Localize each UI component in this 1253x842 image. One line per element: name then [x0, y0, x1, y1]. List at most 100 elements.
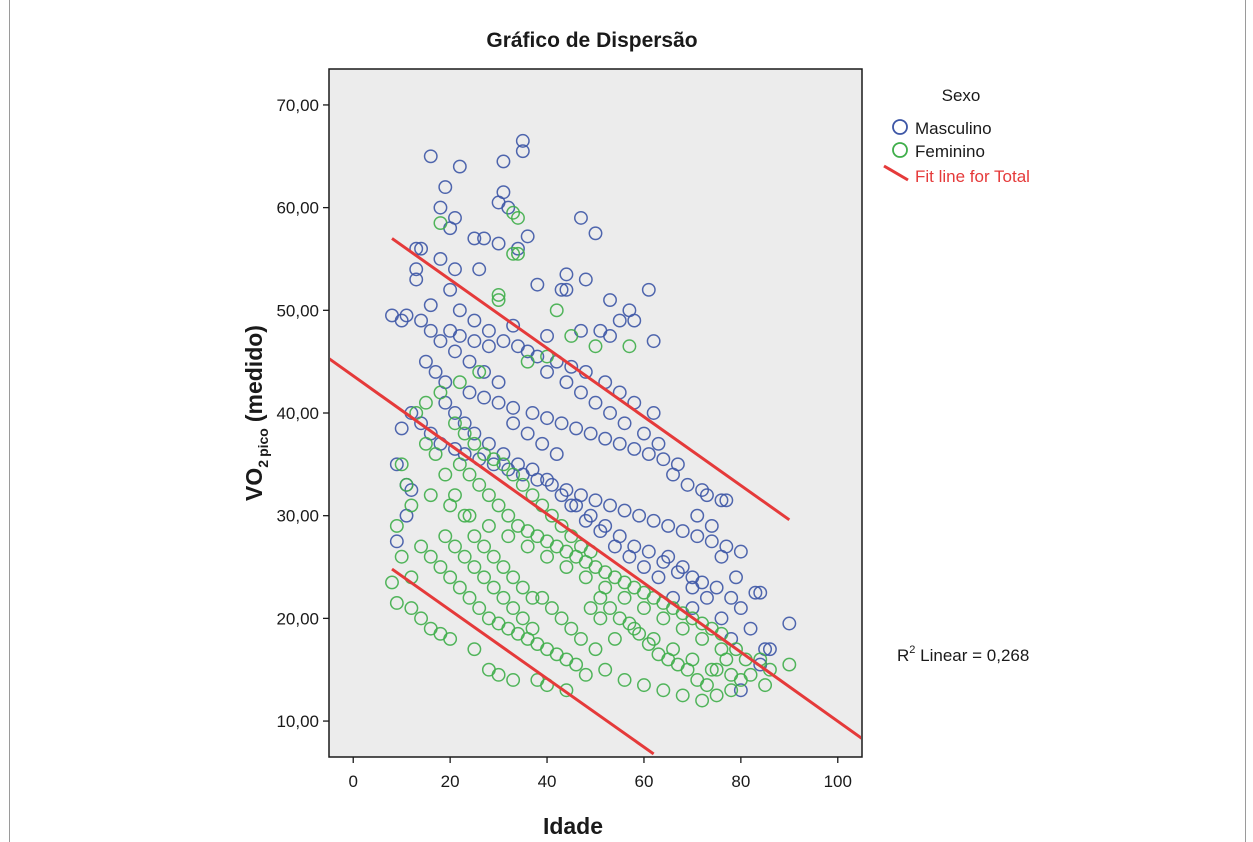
point-masculino — [394, 421, 409, 436]
y-axis-label-rest: (medido) — [241, 325, 267, 422]
point-feminino — [438, 467, 453, 482]
point-feminino — [457, 508, 472, 523]
point-masculino — [520, 426, 535, 441]
point-feminino — [588, 642, 603, 657]
point-feminino — [578, 570, 593, 585]
point-masculino — [472, 262, 487, 277]
point-feminino — [627, 621, 642, 636]
point-masculino — [559, 375, 574, 390]
r-squared-sup: 2 — [909, 644, 915, 656]
point-feminino — [554, 611, 569, 626]
point-masculino — [486, 457, 501, 472]
point-masculino — [428, 364, 443, 379]
point-masculino — [685, 580, 700, 595]
point-masculino — [554, 282, 569, 297]
point-masculino — [418, 354, 433, 369]
point-masculino — [612, 436, 627, 451]
point-masculino — [578, 513, 593, 528]
point-feminino — [423, 549, 438, 564]
point-feminino — [525, 488, 540, 503]
point-masculino — [438, 180, 453, 195]
point-feminino — [544, 601, 559, 616]
point-feminino — [646, 631, 661, 646]
point-feminino — [535, 590, 550, 605]
point-masculino — [733, 601, 748, 616]
point-masculino — [690, 508, 705, 523]
point-feminino — [428, 447, 443, 462]
point-masculino — [452, 303, 467, 318]
point-masculino — [525, 406, 540, 420]
point-masculino — [695, 483, 710, 497]
point-feminino — [433, 216, 448, 230]
point-feminino — [501, 529, 516, 544]
point-feminino — [462, 590, 477, 605]
point-masculino — [762, 642, 777, 657]
point-feminino — [477, 539, 492, 554]
y-tick-label: 30,00 — [276, 507, 319, 526]
r-squared-text: Linear = 0,268 — [915, 646, 1029, 665]
point-masculino — [646, 334, 661, 349]
point-masculino — [462, 354, 477, 369]
point-masculino — [433, 252, 448, 266]
point-masculino — [651, 436, 666, 451]
point-masculino — [627, 441, 642, 456]
point-feminino — [520, 354, 535, 369]
point-masculino — [544, 477, 559, 492]
chart-title: Gráfico de Dispersão — [486, 29, 697, 52]
point-feminino — [423, 488, 438, 503]
point-feminino — [399, 477, 414, 492]
y-axis-label-sub2: pico — [255, 428, 271, 457]
point-masculino — [603, 293, 617, 307]
point-feminino — [443, 631, 458, 646]
point-masculino — [637, 560, 651, 574]
y-axis-label-main: VO — [241, 468, 267, 501]
point-masculino — [477, 231, 492, 246]
legend-label-fit-line: Fit line for Total — [915, 167, 1030, 186]
point-masculino — [452, 159, 467, 174]
point-feminino — [549, 303, 564, 318]
point-feminino — [438, 529, 453, 544]
point-feminino — [506, 246, 521, 261]
x-axis: 0 20 40 60 80 100 — [348, 757, 852, 791]
point-feminino — [501, 508, 516, 523]
point-masculino — [782, 616, 797, 631]
point-feminino — [448, 539, 462, 554]
point-masculino — [496, 154, 511, 169]
point-masculino — [574, 210, 588, 225]
fit-lines — [330, 237, 861, 756]
point-masculino — [729, 570, 743, 585]
point-masculino — [675, 524, 690, 539]
point-masculino — [564, 359, 579, 374]
scatter-chart: Gráfico de Dispersão 10,00 20,00 30,00 40,0… — [241, 29, 1030, 839]
point-masculino — [733, 544, 748, 559]
point-feminino — [544, 508, 559, 523]
point-masculino — [515, 133, 530, 148]
point-feminino — [525, 590, 540, 605]
point-feminino — [404, 601, 419, 616]
point-masculino — [714, 493, 729, 508]
point-masculino — [704, 519, 719, 533]
point-feminino — [511, 246, 525, 261]
point-feminino — [477, 570, 492, 585]
point-feminino — [506, 601, 521, 616]
point-feminino — [515, 477, 530, 492]
point-feminino — [569, 657, 584, 672]
plot-area — [328, 68, 863, 758]
point-masculino — [491, 375, 506, 390]
point-feminino — [515, 611, 530, 626]
x-tick-label: 80 — [731, 772, 750, 791]
point-masculino — [699, 488, 714, 503]
point-masculino — [690, 529, 705, 544]
point-feminino — [472, 364, 487, 379]
point-masculino — [646, 406, 661, 420]
point-masculino — [520, 229, 535, 244]
point-feminino — [515, 580, 530, 595]
point-feminino — [414, 539, 429, 554]
point-masculino — [540, 472, 554, 487]
point-feminino — [506, 467, 521, 482]
point-feminino — [472, 601, 487, 616]
point-feminino — [695, 631, 710, 646]
point-feminino — [467, 529, 482, 544]
point-feminino — [433, 560, 448, 574]
point-feminino — [540, 549, 554, 564]
